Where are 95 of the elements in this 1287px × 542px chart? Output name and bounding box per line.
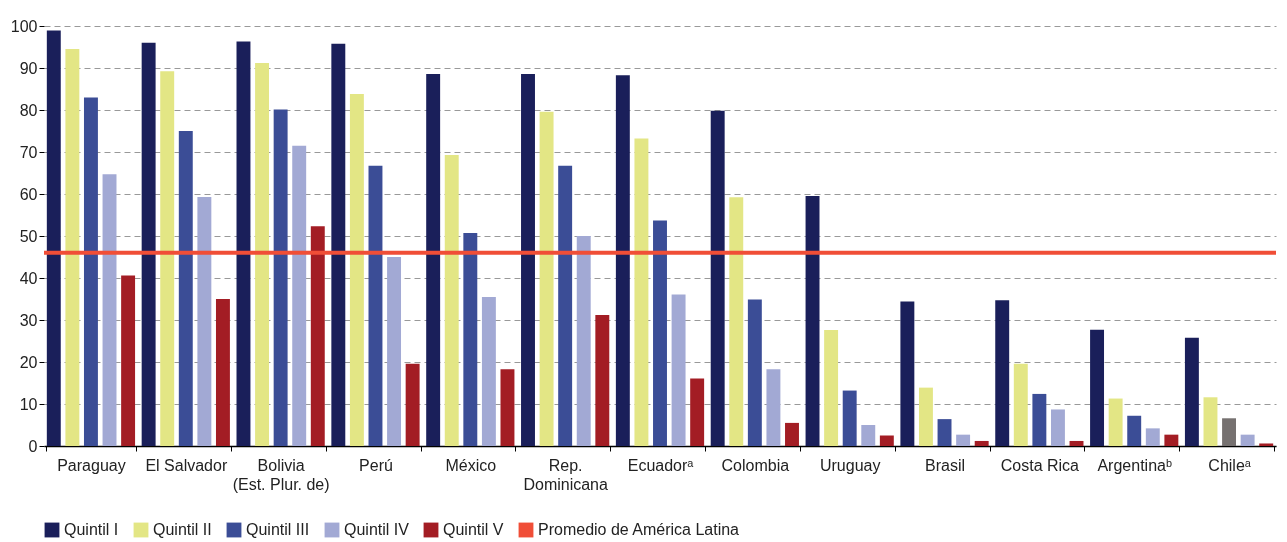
bar <box>481 296 496 446</box>
x-tick-label: Uruguay <box>819 456 881 474</box>
y-tick-label: 90 <box>19 59 38 77</box>
bar <box>974 440 989 446</box>
bar <box>292 145 307 446</box>
bar <box>1184 337 1199 446</box>
x-tick-label: Argentinaᵇ <box>1097 456 1172 474</box>
legend-label: Quintil III <box>246 521 310 538</box>
bar <box>273 109 288 446</box>
bar <box>83 97 98 446</box>
bar <box>879 435 894 446</box>
bar <box>900 301 915 446</box>
x-tick-label: El Salvador <box>145 456 228 474</box>
x-tick-label: Brasil <box>925 456 966 474</box>
bar <box>710 110 725 446</box>
bar <box>1090 329 1105 446</box>
bar <box>576 236 591 446</box>
bar <box>1069 440 1084 446</box>
bar <box>1127 415 1142 446</box>
y-tick-label: 100 <box>10 17 38 35</box>
x-tick-label: Rep. Dominicana <box>523 456 608 493</box>
bar <box>1222 418 1237 446</box>
bar <box>178 131 193 446</box>
bar <box>141 42 156 446</box>
bar <box>805 196 820 446</box>
y-tick-label: 20 <box>19 353 38 371</box>
y-tick-label: 10 <box>19 395 38 413</box>
y-tick-label: 60 <box>19 185 38 203</box>
bar <box>310 226 325 446</box>
bar <box>558 165 573 446</box>
bar <box>331 43 346 446</box>
bar <box>671 294 686 446</box>
legend-label: Quintil II <box>153 521 212 538</box>
y-tick-label: 0 <box>28 437 38 455</box>
bar <box>766 369 781 446</box>
bar <box>387 257 402 446</box>
x-tick-label: Paraguay <box>57 456 126 474</box>
bar <box>995 300 1010 446</box>
bar <box>405 363 420 446</box>
x-tick-label: Chileᵃ <box>1208 456 1252 474</box>
bar <box>1013 363 1028 446</box>
bar <box>1164 434 1179 446</box>
bar <box>521 73 535 446</box>
bar <box>463 233 478 446</box>
y-tick-label: 50 <box>19 227 38 245</box>
bar <box>1108 398 1123 446</box>
legend-label: Promedio de América Latina <box>538 521 740 538</box>
x-tick-label: Costa Rica <box>1000 456 1080 474</box>
bar <box>1240 434 1255 446</box>
bar <box>653 220 667 446</box>
legend-label: Quintil IV <box>344 521 410 538</box>
bar <box>102 174 117 446</box>
bar <box>255 62 270 446</box>
x-tick-label: México <box>445 456 497 474</box>
bar <box>426 73 441 446</box>
bar <box>121 275 136 446</box>
bar <box>444 154 459 446</box>
y-tick-label: 80 <box>19 101 38 119</box>
bar <box>349 94 364 446</box>
bar <box>236 41 251 446</box>
bar <box>956 434 971 446</box>
bar <box>1203 397 1218 446</box>
bar <box>785 422 799 446</box>
y-tick-label: 70 <box>19 143 38 161</box>
y-tick-label: 30 <box>19 311 38 329</box>
bar <box>615 75 630 446</box>
x-tick-label: Perú <box>359 456 393 474</box>
y-tick-label: 40 <box>19 269 38 287</box>
bar <box>861 425 876 446</box>
bar <box>500 369 515 446</box>
bar <box>937 419 952 446</box>
bar <box>747 299 762 446</box>
bar <box>368 165 383 446</box>
x-tick-label: Ecuadorᵃ <box>627 456 695 474</box>
bar <box>1145 428 1160 446</box>
bar <box>539 111 554 446</box>
bar <box>46 30 61 446</box>
bar <box>595 314 610 446</box>
x-tick-label: Bolivia (Est. Plur. de) <box>232 456 330 493</box>
bar <box>842 390 857 446</box>
bar <box>160 71 175 446</box>
bar <box>65 49 80 446</box>
bar <box>1050 409 1065 446</box>
bar <box>824 330 839 446</box>
bar <box>729 197 744 446</box>
bar <box>215 299 230 446</box>
x-tick-label: Colombia <box>721 456 790 474</box>
bar <box>634 138 649 446</box>
bar <box>918 387 933 446</box>
bar <box>1032 393 1047 446</box>
bar <box>197 196 212 446</box>
bar <box>690 378 705 446</box>
bar <box>1259 443 1274 446</box>
legend-label: Quintil I <box>64 521 119 538</box>
legend-label: Quintil V <box>443 521 504 538</box>
